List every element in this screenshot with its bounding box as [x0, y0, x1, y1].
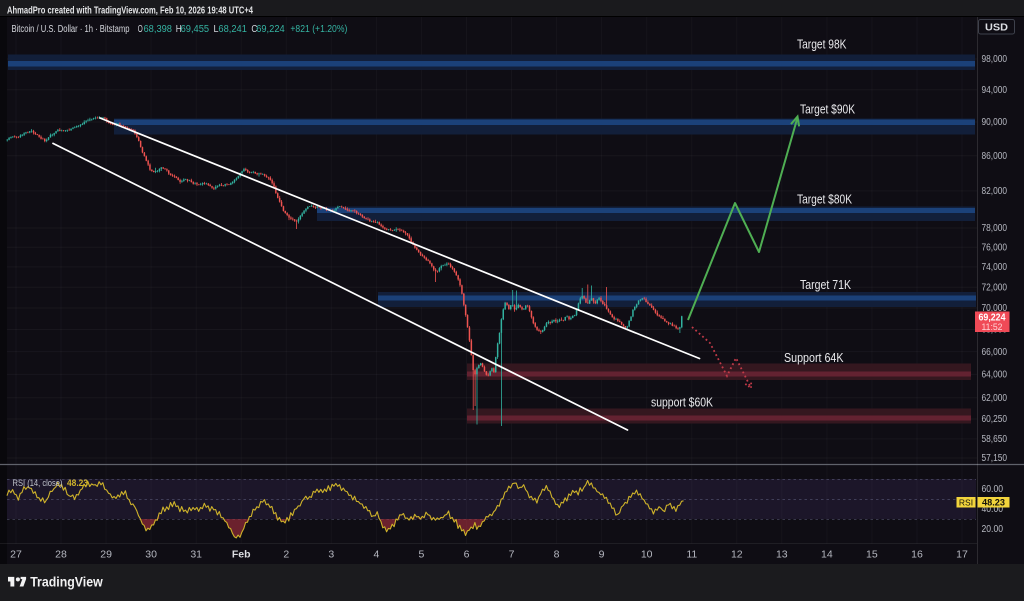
svg-text:70,000: 70,000 [982, 303, 1008, 314]
svg-text:9: 9 [599, 549, 605, 561]
svg-text:62,000: 62,000 [982, 393, 1008, 404]
svg-text:11: 11 [686, 549, 697, 561]
svg-text:RSI (14, close): RSI (14, close) [13, 478, 63, 489]
svg-text:RSI: RSI [959, 497, 973, 507]
svg-text:90,000: 90,000 [982, 117, 1008, 128]
svg-text:13: 13 [776, 549, 788, 561]
svg-text:31: 31 [190, 549, 202, 561]
svg-text:69,224: 69,224 [979, 313, 1006, 324]
svg-text:27: 27 [10, 549, 22, 561]
svg-text:H: H [176, 24, 182, 35]
svg-text:48.23: 48.23 [982, 497, 1005, 508]
svg-text:40.00: 40.00 [982, 504, 1004, 515]
svg-text:16: 16 [911, 549, 923, 561]
svg-text:TradingView: TradingView [30, 575, 103, 590]
svg-text:94,000: 94,000 [982, 85, 1008, 96]
svg-text:28: 28 [55, 549, 67, 561]
svg-text:14: 14 [821, 549, 833, 561]
svg-text:Target 71K: Target 71K [800, 277, 851, 292]
svg-text:82,000: 82,000 [982, 186, 1008, 197]
svg-text:57,150: 57,150 [982, 453, 1008, 464]
svg-text:+821 (+1.20%): +821 (+1.20%) [290, 24, 347, 35]
svg-text:29: 29 [100, 549, 112, 561]
svg-text:O: O [138, 24, 143, 35]
svg-text:12: 12 [731, 549, 743, 561]
svg-text:Target 98K: Target 98K [797, 37, 847, 52]
svg-text:30: 30 [145, 549, 157, 561]
svg-text:C: C [251, 24, 257, 35]
svg-text:66,000: 66,000 [982, 347, 1008, 358]
svg-text:69,455: 69,455 [181, 24, 210, 35]
svg-text:Target $90K: Target $90K [800, 102, 855, 117]
svg-text:74,000: 74,000 [982, 262, 1008, 273]
svg-text:7: 7 [509, 549, 515, 561]
svg-text:64,000: 64,000 [982, 370, 1008, 381]
svg-text:4: 4 [373, 549, 379, 561]
svg-text:76,000: 76,000 [982, 242, 1008, 253]
svg-text:L: L [214, 24, 219, 35]
svg-text:58,650: 58,650 [982, 434, 1008, 445]
svg-text:8: 8 [554, 549, 560, 561]
svg-text:68,398: 68,398 [144, 24, 173, 35]
svg-text:86,000: 86,000 [982, 151, 1008, 162]
svg-text:Target $80K: Target $80K [797, 192, 852, 207]
svg-text:69,224: 69,224 [256, 24, 285, 35]
svg-text:AhmadPro created with TradingV: AhmadPro created with TradingView.com, F… [7, 5, 253, 16]
svg-text:98,000: 98,000 [982, 54, 1008, 65]
svg-text:60,250: 60,250 [982, 414, 1008, 425]
svg-text:Bitcoin / U.S. Dollar · 1h · B: Bitcoin / U.S. Dollar · 1h · Bitstamp [12, 24, 130, 35]
svg-text:3: 3 [328, 549, 334, 561]
svg-text:Feb: Feb [232, 549, 251, 561]
svg-text:2: 2 [283, 549, 289, 561]
svg-text:6: 6 [464, 549, 470, 561]
svg-text:68,241: 68,241 [218, 24, 247, 35]
svg-text:support $60K: support $60K [651, 395, 713, 410]
svg-text:10: 10 [641, 549, 653, 561]
svg-text:5: 5 [418, 549, 424, 561]
svg-text:17: 17 [956, 549, 968, 561]
svg-text:15: 15 [866, 549, 878, 561]
svg-text:60.00: 60.00 [982, 484, 1004, 495]
svg-text:USD: USD [985, 23, 1008, 34]
svg-text:72,000: 72,000 [982, 282, 1008, 293]
svg-text:20.00: 20.00 [982, 524, 1004, 535]
svg-text:11:52: 11:52 [982, 322, 1003, 333]
svg-text:Support 64K: Support 64K [784, 350, 844, 365]
svg-text:48.23: 48.23 [67, 478, 88, 489]
svg-text:78,000: 78,000 [982, 223, 1008, 234]
